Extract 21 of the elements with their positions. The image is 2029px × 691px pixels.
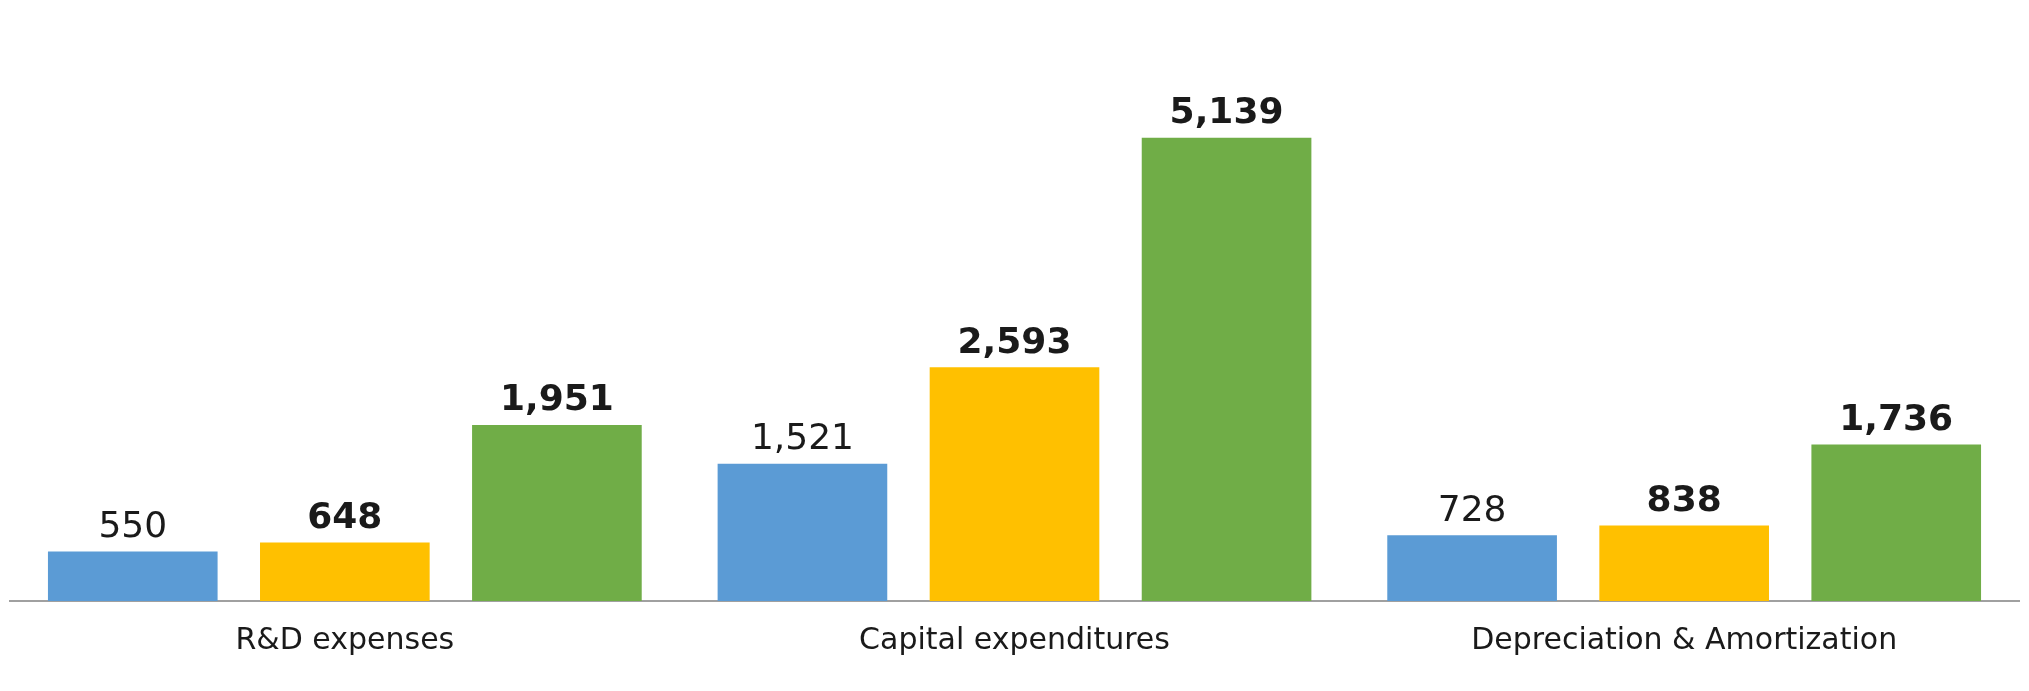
data-label: 5,139 (1169, 89, 1284, 131)
x-tick-label: R&D expenses (235, 620, 455, 656)
data-label: 728 (1437, 487, 1507, 529)
bar (1811, 444, 1982, 601)
bar (1599, 525, 1769, 601)
bar (47, 551, 218, 601)
data-label: 648 (307, 494, 383, 536)
bar (472, 425, 642, 601)
bar (929, 367, 1100, 601)
bar (717, 463, 888, 601)
data-label: 550 (98, 503, 168, 545)
data-label: 1,951 (499, 377, 614, 419)
bar (260, 542, 430, 601)
data-label: 1,736 (1839, 396, 1954, 438)
data-label: 838 (1646, 477, 1722, 519)
data-label: 1,521 (750, 416, 854, 458)
data-label: 2,593 (957, 319, 1072, 361)
x-tick-label: Depreciation & Amortization (1471, 620, 1898, 656)
bar (1141, 137, 1312, 601)
bar (1387, 535, 1557, 601)
x-tick-label: Capital expenditures (859, 620, 1170, 656)
